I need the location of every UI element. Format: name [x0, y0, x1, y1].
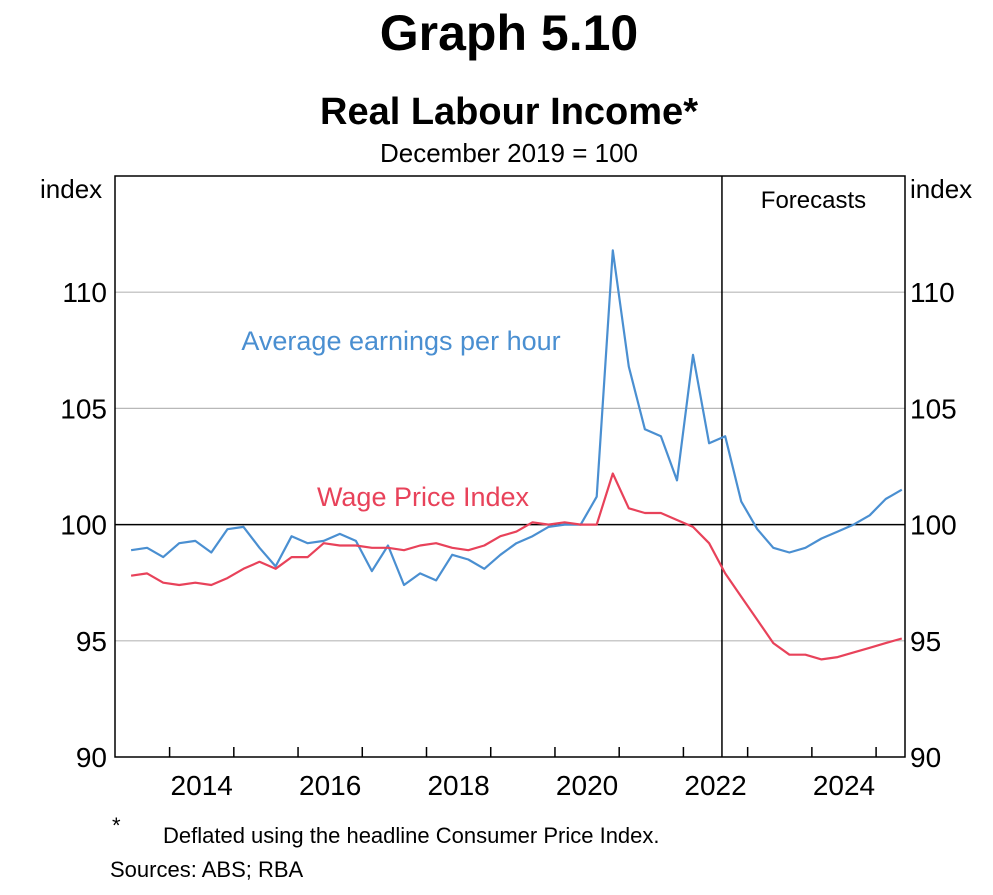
series-line-wage-price-index — [130, 472, 903, 661]
label-average-earnings: Average earnings per hour — [241, 326, 560, 356]
y-tick-right-100: 100 — [910, 510, 957, 541]
x-tick-label-2022: 2022 — [684, 770, 746, 801]
y-tick-right-110: 110 — [910, 277, 955, 308]
chart-subtitle: December 2019 = 100 — [380, 138, 638, 168]
sources-text: Sources: ABS; RBA — [110, 857, 304, 882]
x-tick-label-2018: 2018 — [427, 770, 489, 801]
y-tick-right-95: 95 — [910, 626, 941, 657]
gridlines — [115, 291, 905, 642]
y-tick-left-95: 95 — [76, 626, 107, 657]
chart-title: Real Labour Income* — [320, 91, 698, 133]
y-axis-unit-right: index — [910, 174, 972, 204]
forecast-label: Forecasts — [761, 187, 866, 214]
y-tick-labels: 90 90 95 95 100 100 105 105 110 110 — [60, 277, 956, 773]
plot-frame — [114, 175, 906, 758]
graph-number: Graph 5.10 — [380, 5, 638, 61]
y-tick-left-100: 100 — [60, 510, 107, 541]
series-lines — [130, 249, 903, 661]
y-tick-right-90: 90 — [910, 742, 941, 773]
x-tick-label-2024: 2024 — [813, 770, 875, 801]
footnote-text: Deflated using the headline Consumer Pri… — [163, 823, 660, 848]
x-tick-label-2016: 2016 — [299, 770, 361, 801]
y-tick-left-110: 110 — [62, 277, 107, 308]
y-tick-left-105: 105 — [60, 393, 107, 424]
x-tick-label-2020: 2020 — [556, 770, 618, 801]
y-tick-right-105: 105 — [910, 393, 957, 424]
footnote-marker: * — [112, 813, 121, 838]
y-tick-left-90: 90 — [76, 742, 107, 773]
x-tick-label-2014: 2014 — [171, 770, 233, 801]
x-axis: 2014 2016 2018 2020 2022 2024 — [168, 747, 877, 801]
series-line-average-earnings — [130, 249, 903, 587]
label-wage-price-index: Wage Price Index — [317, 482, 530, 512]
y-axis-unit-left: index — [40, 174, 102, 204]
